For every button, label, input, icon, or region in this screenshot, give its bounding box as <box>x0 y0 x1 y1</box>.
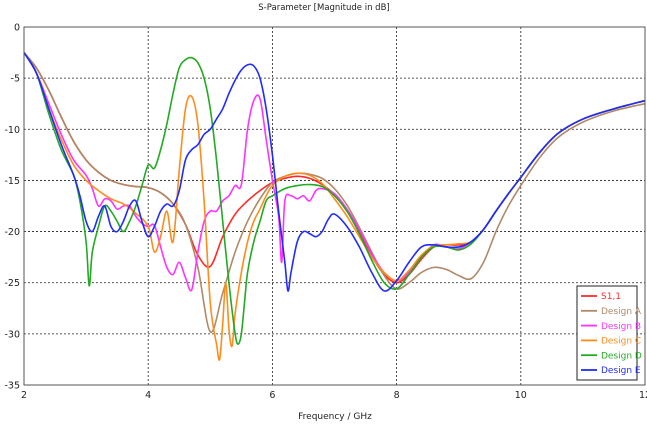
x-tick-label: 10 <box>515 390 527 401</box>
chart-title: S-Parameter [Magnitude in dB] <box>258 3 389 13</box>
x-tick-label: 12 <box>639 390 647 401</box>
series-lines <box>24 52 645 361</box>
grid <box>24 27 645 385</box>
tick-labels: 2 4 6 8 10 12 0 -5 -10 -15 -20 -25 -30 -35 <box>4 23 647 402</box>
plot-frame <box>23 26 646 386</box>
legend-label-design-c: Design C <box>601 337 641 347</box>
legend-label-design-d: Design D <box>601 351 642 361</box>
legend-label-s1-1: S1,1 <box>601 292 621 302</box>
series-line-design-e <box>24 52 645 292</box>
x-tick-label: 6 <box>269 390 275 401</box>
x-axis-label: Frequency / GHz <box>298 412 372 422</box>
y-tick-label: -30 <box>4 329 20 340</box>
series-line-design-c <box>24 52 645 361</box>
x-tick-label: 8 <box>394 390 400 401</box>
legend-box <box>576 285 638 381</box>
y-tick-label: -15 <box>4 176 20 187</box>
y-tick-label: -10 <box>4 125 20 136</box>
y-tick-label: -25 <box>4 278 20 289</box>
y-tick-label: -20 <box>4 227 20 238</box>
y-tick-label: 0 <box>14 23 20 34</box>
legend-label-design-b: Design B <box>601 322 641 332</box>
y-tick-label: -5 <box>11 74 20 85</box>
y-tick-label: -35 <box>4 381 20 392</box>
legend-label-design-e: Design E <box>601 366 641 376</box>
x-tick-label: 2 <box>21 390 27 401</box>
legend: S1,1 Design A Design B Design C Design D Desi… <box>576 285 642 381</box>
legend-label-design-a: Design A <box>601 307 642 317</box>
x-tick-label: 4 <box>145 390 151 401</box>
